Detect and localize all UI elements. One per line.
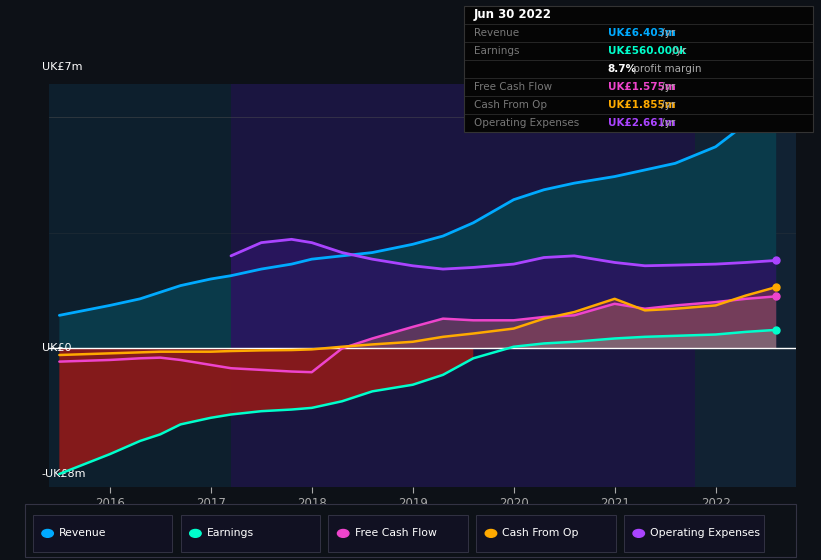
Text: Earnings: Earnings — [207, 529, 254, 538]
Text: profit margin: profit margin — [630, 64, 701, 73]
Text: /yr: /yr — [669, 45, 686, 55]
Text: UK£1.855m: UK£1.855m — [608, 100, 675, 110]
Text: -UK£8m: -UK£8m — [42, 469, 86, 479]
Text: Operating Expenses: Operating Expenses — [650, 529, 760, 538]
Text: /yr: /yr — [658, 82, 675, 92]
Text: Revenue: Revenue — [474, 27, 519, 38]
Text: Earnings: Earnings — [474, 45, 519, 55]
Text: Free Cash Flow: Free Cash Flow — [355, 529, 437, 538]
Text: Cash From Op: Cash From Op — [474, 100, 547, 110]
Text: Revenue: Revenue — [59, 529, 107, 538]
Text: UK£2.661m: UK£2.661m — [608, 118, 675, 128]
Text: Operating Expenses: Operating Expenses — [474, 118, 579, 128]
Text: UK£0: UK£0 — [42, 343, 71, 353]
Bar — [695, 84, 796, 487]
Bar — [231, 84, 695, 487]
Text: UK£6.403m: UK£6.403m — [608, 27, 676, 38]
Text: Jun 30 2022: Jun 30 2022 — [474, 8, 552, 21]
Text: /yr: /yr — [658, 118, 675, 128]
Text: Free Cash Flow: Free Cash Flow — [474, 82, 552, 92]
Text: Cash From Op: Cash From Op — [502, 529, 579, 538]
Text: /yr: /yr — [658, 100, 675, 110]
Text: 8.7%: 8.7% — [608, 64, 636, 73]
Text: UK£7m: UK£7m — [42, 62, 82, 72]
Text: UK£1.575m: UK£1.575m — [608, 82, 676, 92]
Text: /yr: /yr — [658, 27, 675, 38]
Text: UK£560.000k: UK£560.000k — [608, 45, 686, 55]
